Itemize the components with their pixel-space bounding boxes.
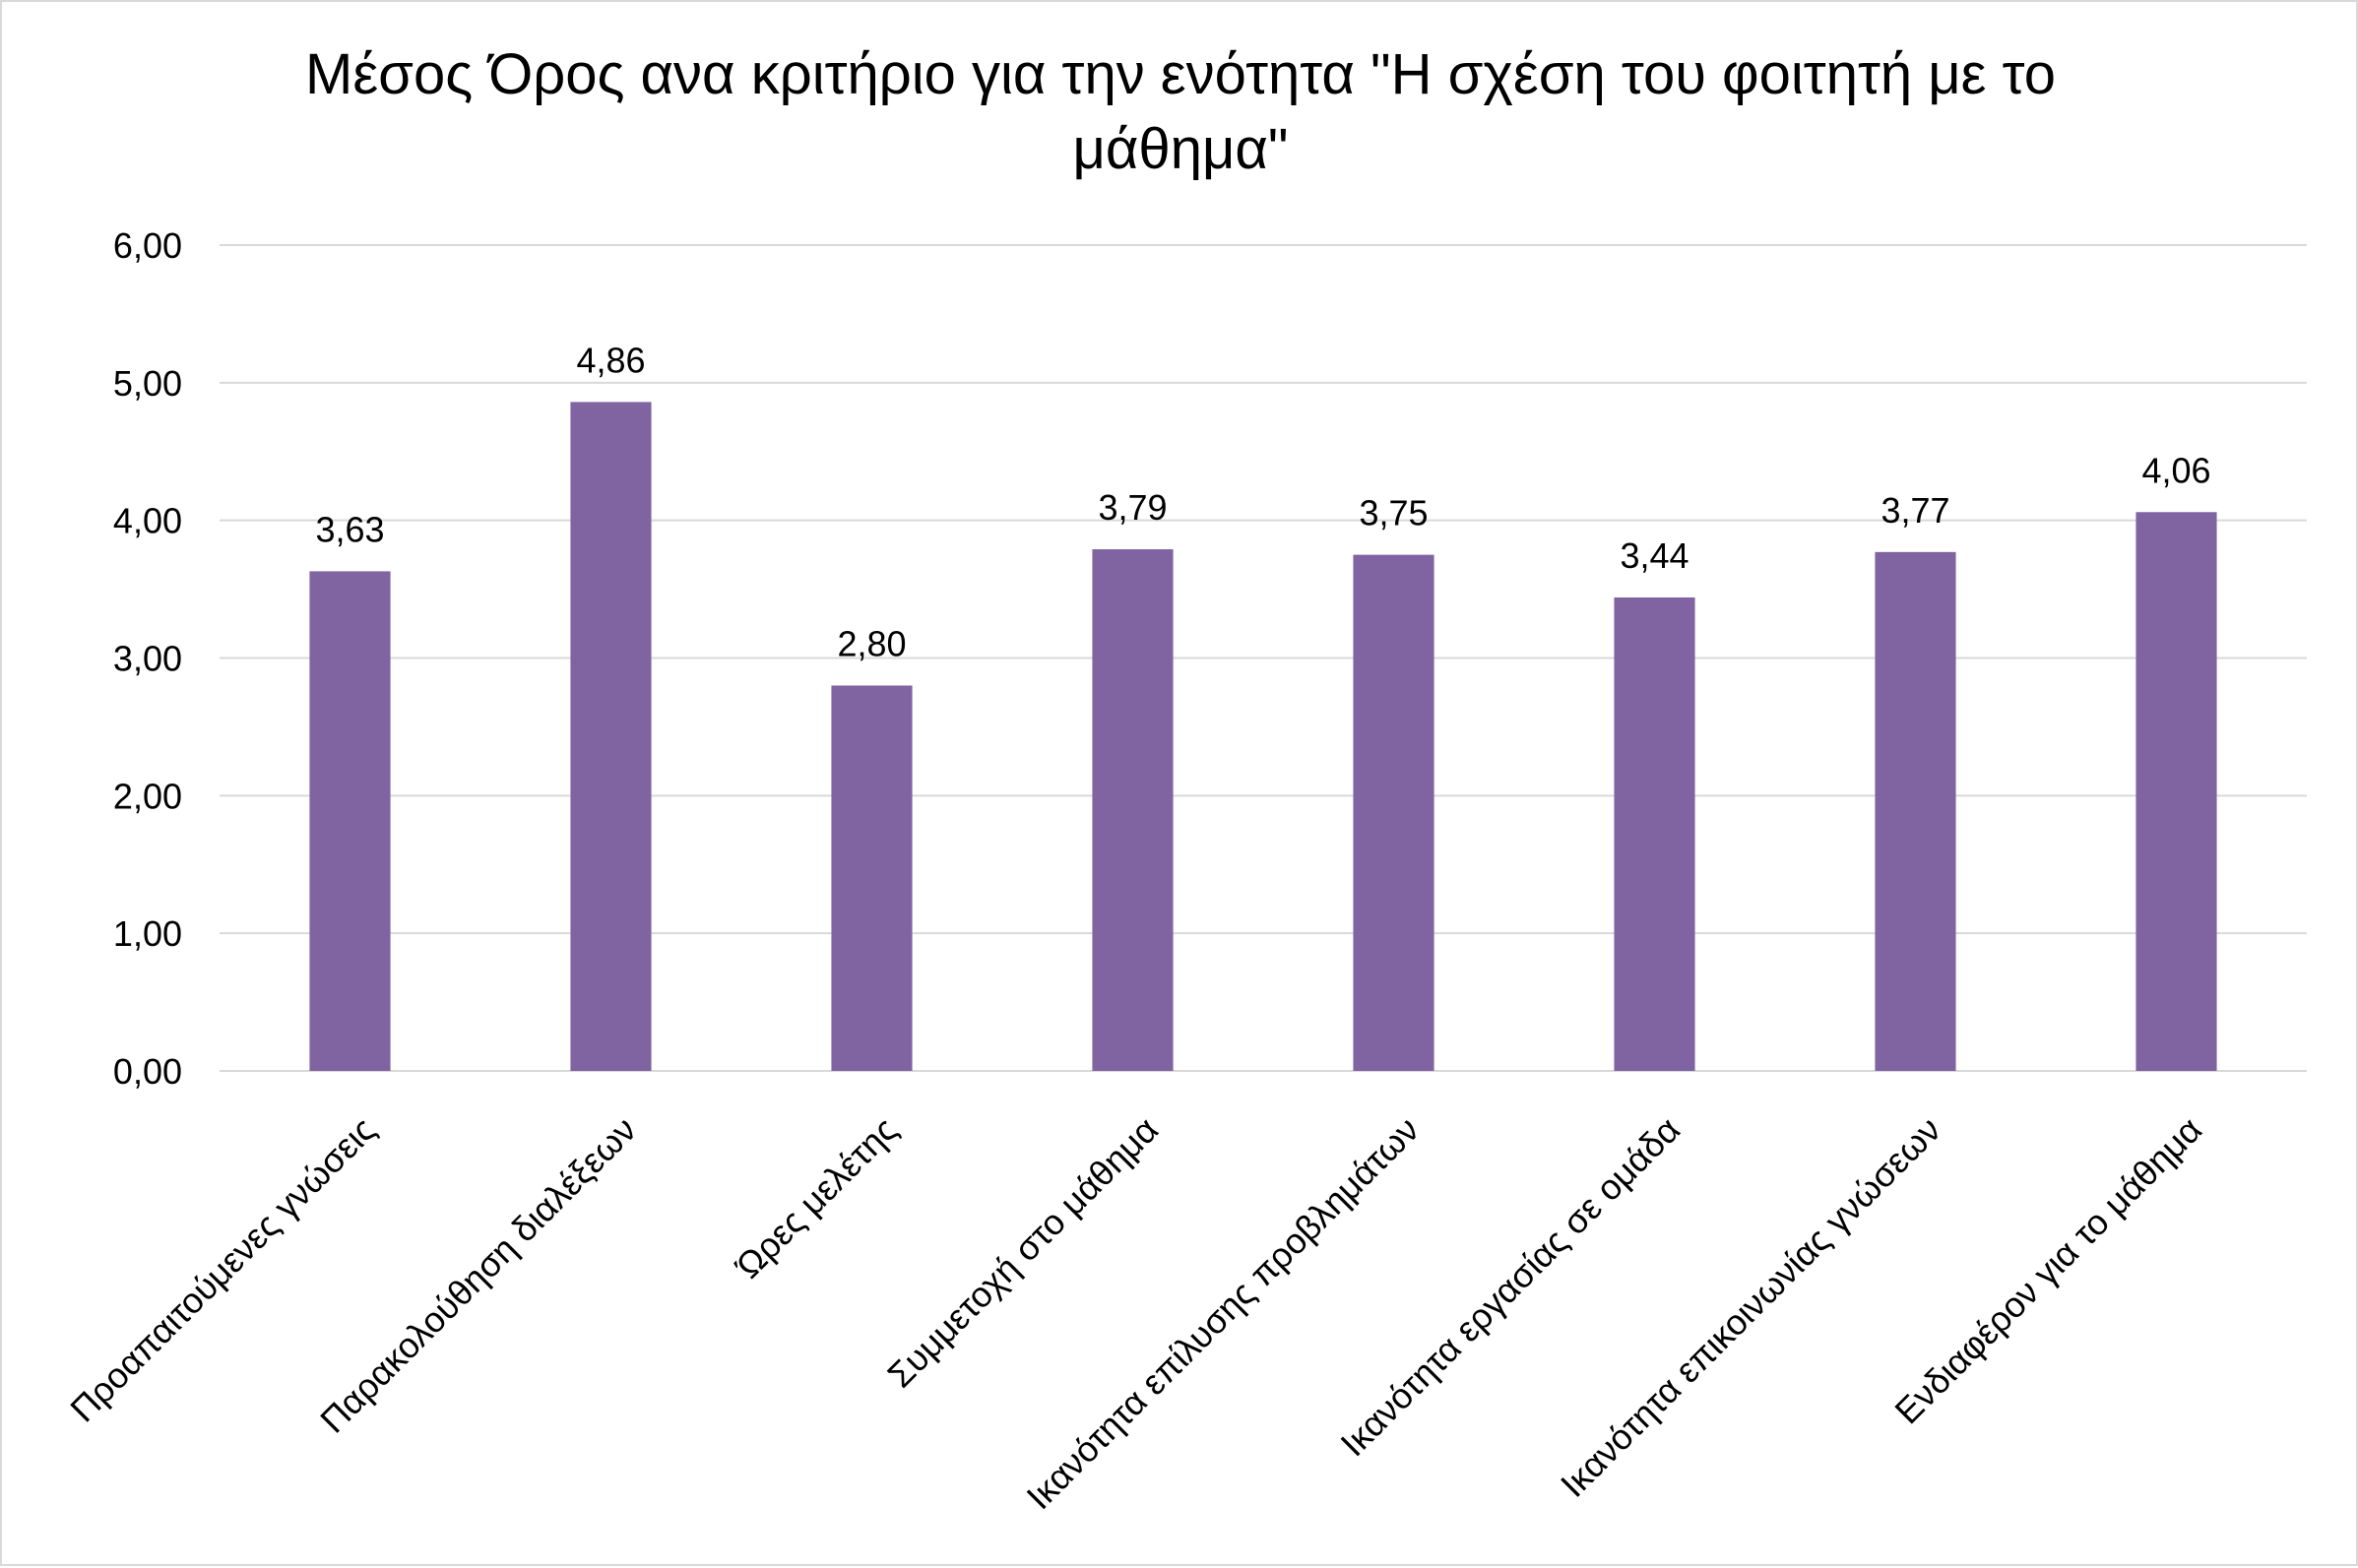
data-label-2: 4,86 [576,340,645,380]
data-label-1: 3,63 [315,509,384,549]
x-tick-label-3: Ώρες μελέτης [727,1109,905,1287]
bar-1 [309,571,391,1071]
y-tick-label-7: 6,00 [113,225,182,266]
data-label-4: 3,79 [1098,487,1167,528]
data-labels: 3,63 4,86 2,80 3,79 3,75 3,44 3,77 4,06 [315,340,2210,663]
x-tick-label-2: Παρακολούθηση διαλέξεων [312,1109,644,1441]
y-tick-label-6: 5,00 [113,363,182,404]
bar-2 [570,402,652,1071]
x-tick-label-8: Ενδιαφέρον για το μάθημα [1886,1109,2209,1432]
y-axis-tick-labels: 0,00 1,00 2,00 3,00 4,00 5,00 6,00 [113,225,182,1092]
x-tick-label-4: Συμμετοχή στο μάθημα [879,1109,1166,1396]
y-tick-label-3: 2,00 [113,776,182,816]
y-tick-label-1: 0,00 [113,1051,182,1092]
bar-8 [2135,512,2217,1071]
data-label-5: 3,75 [1359,493,1428,533]
data-label-3: 2,80 [837,623,906,663]
bars [309,402,2217,1071]
y-tick-label-4: 3,00 [113,639,182,679]
bar-6 [1614,596,1695,1071]
y-tick-label-2: 1,00 [113,913,182,954]
data-label-6: 3,44 [1620,535,1689,576]
chart-title: Μέσος Όρος ανα κριτήριο για την ενότητα … [305,42,2056,181]
data-label-7: 3,77 [1880,490,1949,531]
bar-5 [1353,554,1434,1071]
gridlines [220,244,2307,1072]
data-label-8: 4,06 [2141,450,2210,490]
x-tick-label-1: Προαπαιτούμενες γνώσεις [62,1109,383,1430]
y-tick-label-5: 4,00 [113,501,182,541]
bar-4 [1092,549,1174,1071]
bar-3 [831,685,913,1071]
bar-7 [1875,551,1956,1071]
